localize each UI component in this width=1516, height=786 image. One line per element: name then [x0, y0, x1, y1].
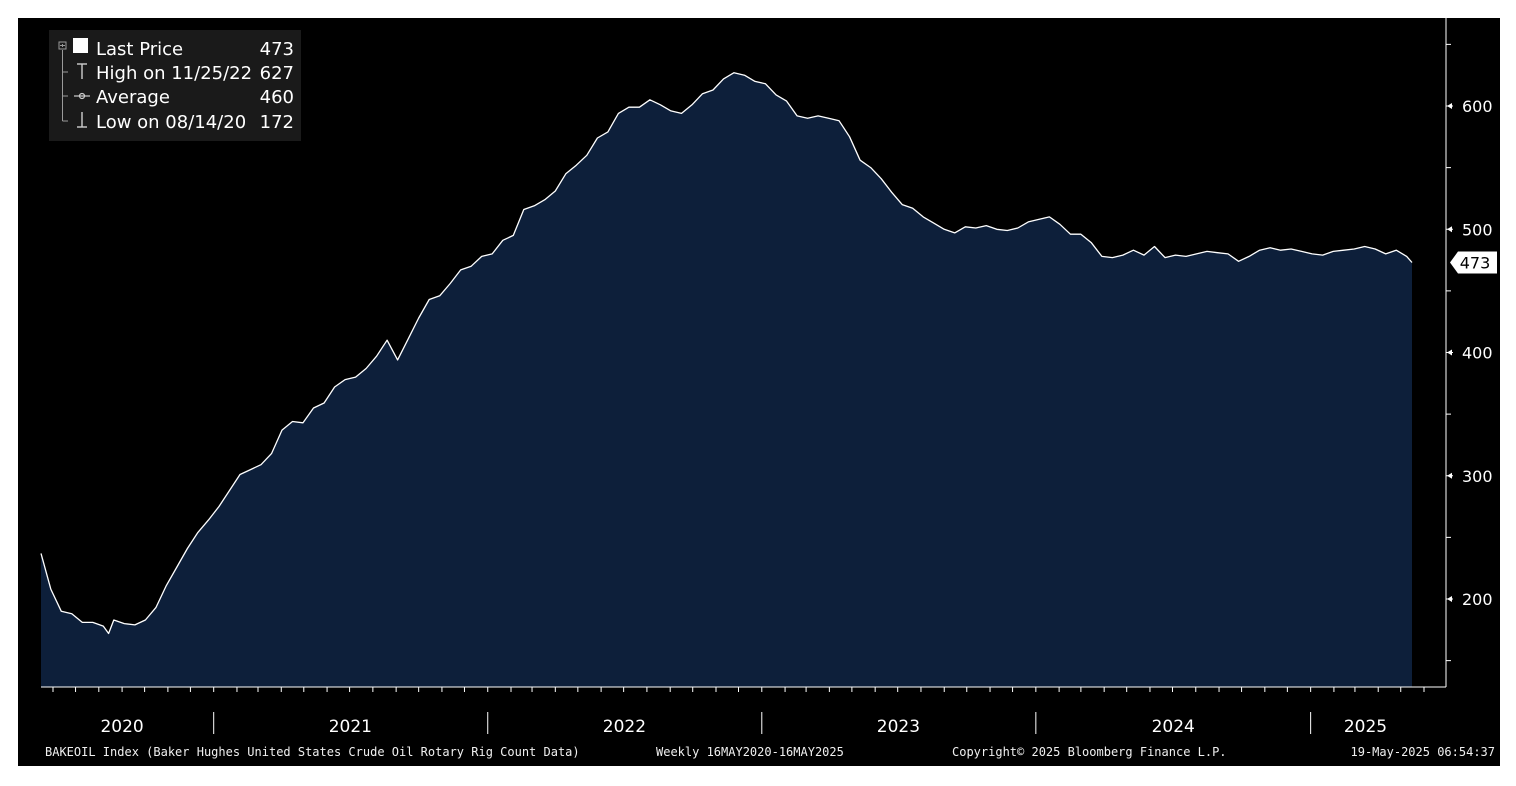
y-tick-arrow [1447, 472, 1452, 479]
y-tick-arrow [1447, 103, 1452, 109]
legend-tree-lines [58, 41, 68, 122]
legend-average-label: Average [96, 87, 170, 108]
average-marker-icon [74, 92, 90, 100]
legend: Last Price 473 High on 11/25/22 627 Aver… [49, 30, 301, 141]
x-year-label: 2024 [1152, 717, 1195, 737]
x-axis: 2020 2021 2022 2023 2024 2025 [41, 686, 1446, 737]
x-year-label: 2022 [603, 717, 646, 737]
legend-average-value: 460 [260, 87, 294, 108]
last-value-tag: 473 [1450, 251, 1497, 274]
legend-low-value: 172 [260, 112, 294, 133]
y-tick-arrow [1447, 596, 1452, 602]
x-year-label: 2025 [1344, 717, 1387, 737]
y-tick-arrow [1447, 226, 1452, 233]
legend-high-label: High on 11/25/22 [96, 63, 252, 84]
y-axis: 200 300 400 500 600 [1445, 18, 1493, 687]
footer-frequency-range: Weekly 16MAY2020-16MAY2025 [656, 745, 844, 759]
legend-low-label: Low on 08/14/20 [96, 112, 246, 133]
area-series [40, 72, 1413, 687]
footer: BAKEOIL Index (Baker Hughes United State… [45, 745, 1495, 759]
x-year-label: 2021 [329, 717, 372, 737]
low-marker-icon [77, 112, 87, 128]
series-line [40, 72, 1413, 635]
y-tick-label: 400 [1462, 344, 1493, 363]
footer-description: BAKEOIL Index (Baker Hughes United State… [45, 745, 580, 759]
y-tick-label: 500 [1462, 220, 1493, 239]
last-value-tag-label: 473 [1460, 254, 1491, 273]
area-fill [41, 72, 1412, 687]
last-value-tag-shape [1450, 251, 1497, 274]
x-year-label: 2023 [877, 717, 920, 737]
last-price-swatch [73, 38, 88, 53]
y-tick-label: 600 [1462, 97, 1493, 116]
legend-last-price-label: Last Price [96, 39, 183, 60]
legend-last-price-value: 473 [260, 39, 294, 60]
legend-high-value: 627 [260, 63, 294, 84]
footer-copyright: Copyright© 2025 Bloomberg Finance L.P. [952, 745, 1227, 759]
y-tick-arrow [1447, 349, 1452, 356]
x-year-label: 2020 [100, 717, 143, 737]
footer-timestamp: 19-May-2025 06:54:37 [1351, 745, 1496, 759]
y-tick-label: 300 [1462, 467, 1493, 486]
high-marker-icon [77, 63, 87, 79]
y-tick-label: 200 [1462, 590, 1493, 609]
legend-box [49, 30, 301, 141]
